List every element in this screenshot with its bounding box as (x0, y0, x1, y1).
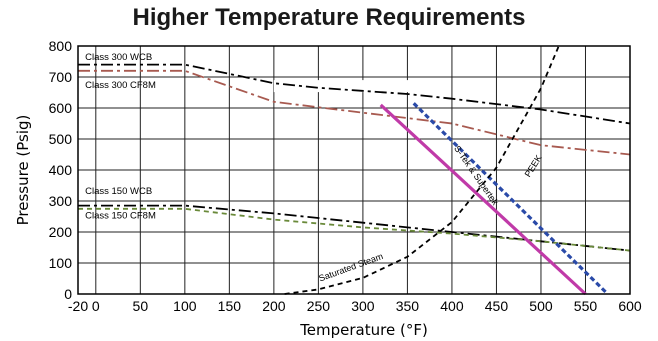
y-axis-label: Pressure (Psig) (14, 115, 32, 226)
class-label: Class 300 WCB (85, 52, 152, 63)
y-tick-label: 400 (49, 162, 73, 178)
y-tick-label: 700 (49, 69, 73, 85)
chart-title: Higher Temperature Requirements (132, 4, 526, 31)
x-tick-label: 550 (574, 298, 598, 314)
x-tick-label: -20 (68, 298, 88, 314)
x-tick-label: 450 (485, 298, 509, 314)
y-tick-label: 200 (49, 224, 73, 240)
y-tick-label: 800 (49, 38, 73, 54)
series-line (78, 207, 631, 252)
series-line (412, 102, 609, 296)
series-line (284, 45, 560, 295)
plot-frame (77, 45, 631, 295)
x-tick-label: 500 (529, 298, 553, 314)
class-label: Class 150 CF8M (85, 211, 156, 222)
x-tick-label: 400 (440, 298, 464, 314)
x-tick-label: 300 (351, 298, 375, 314)
y-tick-label: 600 (49, 100, 73, 116)
class-label: Class 300 CF8M (85, 80, 156, 91)
x-tick-label: 100 (173, 298, 197, 314)
x-tick-label: 50 (133, 298, 149, 314)
class-label: Class 150 WCB (85, 186, 152, 197)
x-tick-label: 600 (618, 298, 642, 314)
x-tick-label: 350 (396, 298, 420, 314)
series-line (78, 63, 631, 125)
series-layer (78, 45, 631, 296)
grid-gap (273, 80, 417, 93)
axis-layer: -20 0 50 100 150 200 250 300 350 400 450 500 550 600 0… (14, 38, 642, 339)
y-tick-label: 500 (49, 131, 73, 147)
y-tick-label: 0 (64, 286, 72, 302)
x-tick-label: 250 (307, 298, 331, 314)
y-tick-label: 300 (49, 193, 73, 209)
x-axis-label: Temperature (°F) (299, 321, 428, 339)
y-tick-label: 100 (49, 255, 73, 271)
x-tick-label: 200 (262, 298, 286, 314)
x-tick-label: 150 (218, 298, 242, 314)
series-line (379, 103, 587, 296)
curve-label: Saturated Steam (317, 251, 384, 283)
x-tick-label: 0 (92, 298, 100, 314)
series-line (78, 204, 631, 252)
